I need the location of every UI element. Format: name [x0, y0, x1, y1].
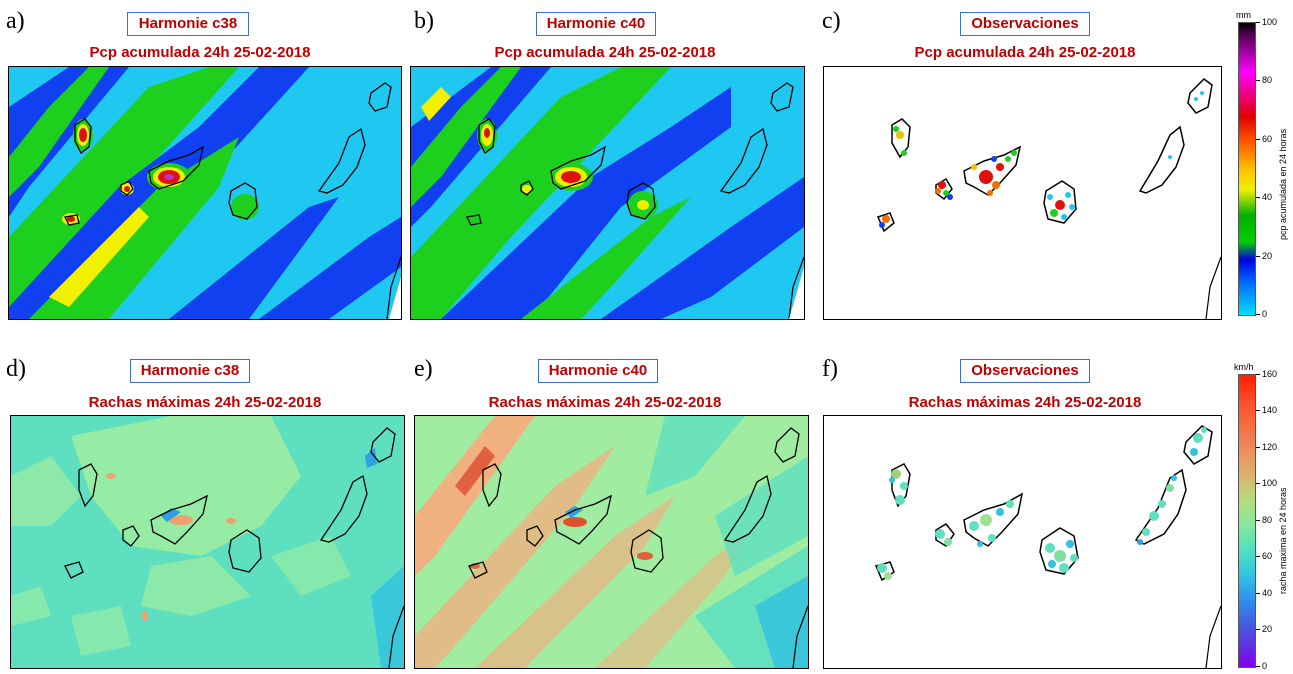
colorbar-wind-label: racha maxima en 24 horas	[1278, 487, 1288, 594]
colorbar-pcp-tick: 0	[1262, 309, 1268, 319]
coastline-africa	[1205, 605, 1221, 668]
colorbar-pcp-tick: 60	[1262, 134, 1273, 144]
pcp-map-observaciones	[823, 66, 1222, 320]
colorbar-pcp-tick: 100	[1262, 17, 1278, 27]
panel-title-f: Observaciones	[960, 359, 1090, 383]
panel-title-b: Harmonie c40	[536, 12, 656, 36]
pcp-map-harmonie-c40	[410, 66, 805, 320]
island-outlines	[466, 82, 794, 226]
pcp-map-harmonie-c38	[8, 66, 402, 320]
panel-title-d: Harmonie c38	[130, 359, 250, 383]
colorbar-wind-tick: 80	[1262, 515, 1273, 525]
panel-subtitle-e: Rachas máximas 24h 25-02-2018	[488, 394, 722, 411]
panel-letter-d: d)	[6, 356, 26, 382]
coastline-africa	[1205, 256, 1221, 319]
coastline-africa	[388, 605, 404, 668]
wind-map-observaciones	[823, 415, 1222, 669]
panel-letter-a: a)	[6, 8, 25, 34]
panel-subtitle-b: Pcp acumulada 24h 25-02-2018	[494, 44, 716, 61]
colorbar-wind-gradient	[1238, 374, 1256, 668]
island-outlines	[64, 427, 396, 579]
colorbar-pcp-tick: 80	[1262, 75, 1273, 85]
panel-letter-f: f)	[822, 356, 838, 382]
colorbar-pcp-tick: 20	[1262, 251, 1273, 261]
island-outlines	[64, 82, 392, 226]
colorbar-wind-tick: 160	[1262, 369, 1278, 379]
panel-title-c: Observaciones	[960, 12, 1090, 36]
colorbar-pcp-gradient	[1238, 22, 1256, 316]
colorbar-wind-tick: 0	[1262, 661, 1268, 671]
precip-maxima	[62, 119, 259, 225]
coastline-africa	[386, 256, 401, 319]
panel-title-e: Harmonie c40	[538, 359, 658, 383]
wind-map-harmonie-c40	[414, 415, 809, 669]
wind-gust-fields	[11, 416, 404, 668]
precip-bands	[9, 67, 401, 319]
colorbar-wind-tick: 120	[1262, 442, 1278, 452]
precip-maxima	[465, 119, 658, 225]
panel-letter-c: c)	[822, 8, 841, 34]
panel-subtitle-a: Pcp acumulada 24h 25-02-2018	[89, 44, 311, 61]
island-outlines	[874, 425, 1213, 582]
colorbar-wind-tick: 40	[1262, 588, 1273, 598]
wind-map-harmonie-c38	[10, 415, 405, 669]
colorbar-wind-unit: km/h	[1234, 362, 1254, 372]
wind-gust-fields	[415, 416, 808, 668]
panel-subtitle-d: Rachas máximas 24h 25-02-2018	[88, 394, 322, 411]
station-markers-wind	[877, 427, 1207, 580]
colorbar-pcp-label: pcp acumulada en 24 horas	[1278, 128, 1288, 240]
colorbar-pcp: mm 100 80 60 40 20 0 pcp acumulada en 24…	[1236, 10, 1293, 322]
panel-title-a: Harmonie c38	[127, 12, 249, 36]
panel-letter-e: e)	[414, 356, 433, 382]
colorbar-wind: km/h 160 140 120 100 80 60 40 20 0 racha…	[1234, 362, 1293, 674]
island-outlines	[468, 427, 800, 579]
panel-subtitle-c: Pcp acumulada 24h 25-02-2018	[914, 44, 1136, 61]
colorbar-wind-tick: 20	[1262, 624, 1273, 634]
out-of-domain-area	[789, 267, 804, 319]
station-markers-pcp	[879, 91, 1204, 228]
colorbar-pcp-unit: mm	[1236, 10, 1251, 20]
coastline-africa	[788, 256, 804, 319]
panel-letter-b: b)	[414, 8, 434, 34]
island-outlines	[876, 78, 1213, 233]
colorbar-wind-tick: 140	[1262, 405, 1278, 415]
coastline-africa	[792, 605, 808, 668]
precip-bands	[411, 67, 804, 319]
colorbar-wind-tick: 100	[1262, 478, 1278, 488]
colorbar-wind-tick: 60	[1262, 551, 1273, 561]
colorbar-pcp-tick: 40	[1262, 192, 1273, 202]
out-of-domain-area	[389, 277, 401, 319]
panel-subtitle-f: Rachas máximas 24h 25-02-2018	[908, 394, 1142, 411]
